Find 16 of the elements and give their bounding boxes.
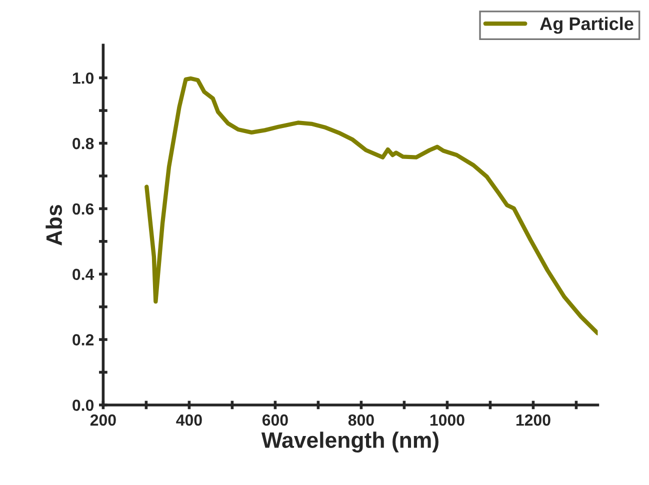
line-series	[144, 76, 598, 336]
x-tick-label: 800	[348, 414, 374, 426]
y-tick-label: 0.4	[72, 268, 94, 280]
x-tick-label: 200	[90, 414, 116, 426]
x-axis-title: Wavelength (nm)	[261, 432, 438, 452]
y-tick-label: 0.2	[72, 334, 94, 346]
x-tick-label: 1000	[430, 414, 464, 426]
y-axis-title: Abs	[46, 204, 62, 246]
y-tick-label: 0.6	[72, 203, 94, 215]
x-tick-label: 400	[176, 414, 202, 426]
y-tick-label: 1.0	[72, 72, 94, 84]
x-tick-label: 600	[262, 414, 288, 426]
legend-label: Ag Particle	[540, 16, 634, 34]
x-tick-label: 1200	[516, 414, 550, 426]
y-tick-label: 0.8	[72, 138, 94, 150]
y-tick-label: 0.0	[72, 400, 94, 411]
